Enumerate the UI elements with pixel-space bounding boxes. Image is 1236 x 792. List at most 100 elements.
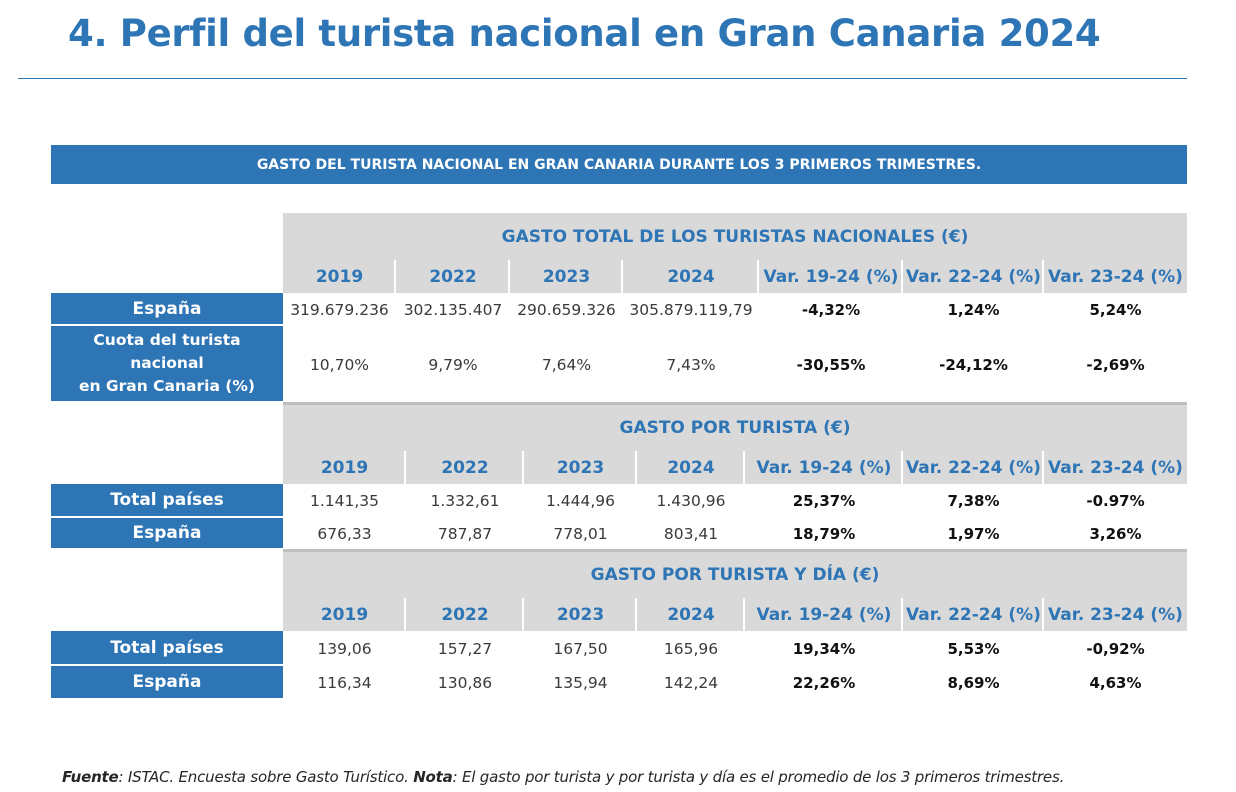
table-cell: 290.659.326 xyxy=(517,300,616,319)
table-cell: -4,32% xyxy=(801,300,861,319)
column-header-bg xyxy=(283,598,404,631)
row-label-text: Cuota del turista nacional en Gran Canaria… xyxy=(79,329,255,398)
table-cell: 1,97% xyxy=(947,525,1000,543)
column-header-bg xyxy=(396,260,508,293)
column-header-bg xyxy=(524,451,635,484)
title-divider xyxy=(18,78,1187,79)
column-header-bg xyxy=(1044,598,1187,631)
table-cell: 1.430,96 xyxy=(656,492,726,510)
column-header-bg xyxy=(623,260,757,293)
column-header: Var. 22-24 (%) xyxy=(906,266,1041,287)
column-header: 2024 xyxy=(667,266,715,287)
table-cell: 142,24 xyxy=(663,674,719,692)
table-cell: -30,55% xyxy=(796,355,866,374)
column-header: 2023 xyxy=(542,266,591,287)
column-header-bg xyxy=(406,451,522,484)
row-label: España xyxy=(51,293,283,324)
column-header-bg xyxy=(283,260,394,293)
table-cell: 302.135.407 xyxy=(403,300,503,319)
table-cell: 5,24% xyxy=(1089,300,1142,319)
row-label-line: nacional xyxy=(130,354,204,372)
section-header: GASTO POR TURISTA (€) xyxy=(283,405,1187,451)
table-cell: 165,96 xyxy=(663,639,719,658)
row-label: España xyxy=(51,518,283,548)
column-header-bg xyxy=(283,451,404,484)
table-cell: -0.97% xyxy=(1086,492,1145,510)
table-cell: 157,27 xyxy=(437,639,493,658)
table-cell: 7,38% xyxy=(947,492,1000,510)
column-header-bg xyxy=(745,598,901,631)
table-cell: 22,26% xyxy=(792,674,856,692)
column-header: 2022 xyxy=(429,266,477,287)
column-header-bg xyxy=(637,451,743,484)
table-cell: 7,43% xyxy=(666,355,716,374)
column-header: Var. 19-24 (%) xyxy=(756,457,892,478)
column-header: 2022 xyxy=(441,604,489,625)
table-cell: 305.879.119,79 xyxy=(629,300,753,319)
column-header: 2019 xyxy=(315,266,364,287)
section-header: GASTO POR TURISTA Y DÍA (€) xyxy=(283,552,1187,598)
column-header: 2024 xyxy=(667,457,715,478)
table-cell: 787,87 xyxy=(437,525,493,543)
column-header-bg xyxy=(903,260,1042,293)
column-header: 2022 xyxy=(441,457,489,478)
table-cell: 8,69% xyxy=(947,674,1000,692)
table-cell: 1.332,61 xyxy=(430,492,500,510)
row-label-line: en Gran Canaria (%) xyxy=(78,377,256,395)
table-cell: 167,50 xyxy=(553,639,608,658)
column-header: Var. 22-24 (%) xyxy=(906,604,1041,625)
row-label: Total países xyxy=(51,484,283,516)
table-cell: 9,79% xyxy=(428,355,478,374)
column-header: 2024 xyxy=(667,604,715,625)
footnote: Fuente: ISTAC. Encuesta sobre Gasto Turí… xyxy=(62,768,1064,786)
column-header: Var. 23-24 (%) xyxy=(1048,457,1183,478)
column-header: 2019 xyxy=(320,457,369,478)
table-cell: 130,86 xyxy=(437,674,493,692)
note-label: Nota xyxy=(413,768,453,786)
row-label: Total países xyxy=(51,631,283,664)
column-header-bg xyxy=(510,260,621,293)
table-cell: 116,34 xyxy=(317,674,372,692)
table-cell: 1.141,35 xyxy=(309,492,380,510)
column-header-bg xyxy=(406,598,522,631)
column-header-bg xyxy=(1044,260,1187,293)
note-text: : El gasto por turista y por turista y d… xyxy=(452,768,1065,786)
table-cell: 319.679.236 xyxy=(290,300,389,319)
column-header-bg xyxy=(759,260,901,293)
column-header: Var. 23-24 (%) xyxy=(1048,266,1183,287)
column-header: Var. 19-24 (%) xyxy=(763,266,899,287)
column-header: 2023 xyxy=(556,604,605,625)
column-header: Var. 19-24 (%) xyxy=(756,604,892,625)
column-header-bg xyxy=(524,598,635,631)
source-label: Fuente xyxy=(62,768,119,786)
column-header-bg xyxy=(1044,451,1187,484)
column-header: Var. 22-24 (%) xyxy=(906,457,1041,478)
row-label: Cuota del turista nacional en Gran Canaria… xyxy=(51,326,283,401)
table-cell: 1.444,96 xyxy=(545,492,616,510)
column-header-bg xyxy=(903,451,1042,484)
table-cell: -24,12% xyxy=(939,355,1008,374)
column-header: Var. 23-24 (%) xyxy=(1048,604,1183,625)
column-header-bg xyxy=(637,598,743,631)
table-cell: 5,53% xyxy=(947,639,1000,658)
table-cell: 19,34% xyxy=(792,639,856,658)
source-text: : ISTAC. Encuesta sobre Gasto Turístico. xyxy=(118,768,414,786)
column-header: 2023 xyxy=(556,457,605,478)
section-divider xyxy=(283,549,1187,552)
row-label-line: Cuota del turista xyxy=(93,331,241,349)
table-cell: 7,64% xyxy=(541,355,592,374)
table-banner: GASTO DEL TURISTA NACIONAL EN GRAN CANAR… xyxy=(51,145,1187,184)
table-cell: 135,94 xyxy=(553,674,608,692)
table-cell: 1,24% xyxy=(947,300,1000,319)
table-cell: 3,26% xyxy=(1089,525,1142,543)
column-header-bg xyxy=(745,451,901,484)
table-cell: 18,79% xyxy=(792,525,856,543)
table-cell: 676,33 xyxy=(317,525,372,543)
table-cell: 778,01 xyxy=(553,525,608,543)
section-divider xyxy=(283,402,1187,405)
section-header: GASTO TOTAL DE LOS TURISTAS NACIONALES (… xyxy=(283,213,1187,260)
table-cell: 139,06 xyxy=(317,639,372,658)
table-cell: 803,41 xyxy=(663,525,719,543)
table-cell: 25,37% xyxy=(792,492,856,510)
table-cell: -2,69% xyxy=(1086,355,1145,374)
